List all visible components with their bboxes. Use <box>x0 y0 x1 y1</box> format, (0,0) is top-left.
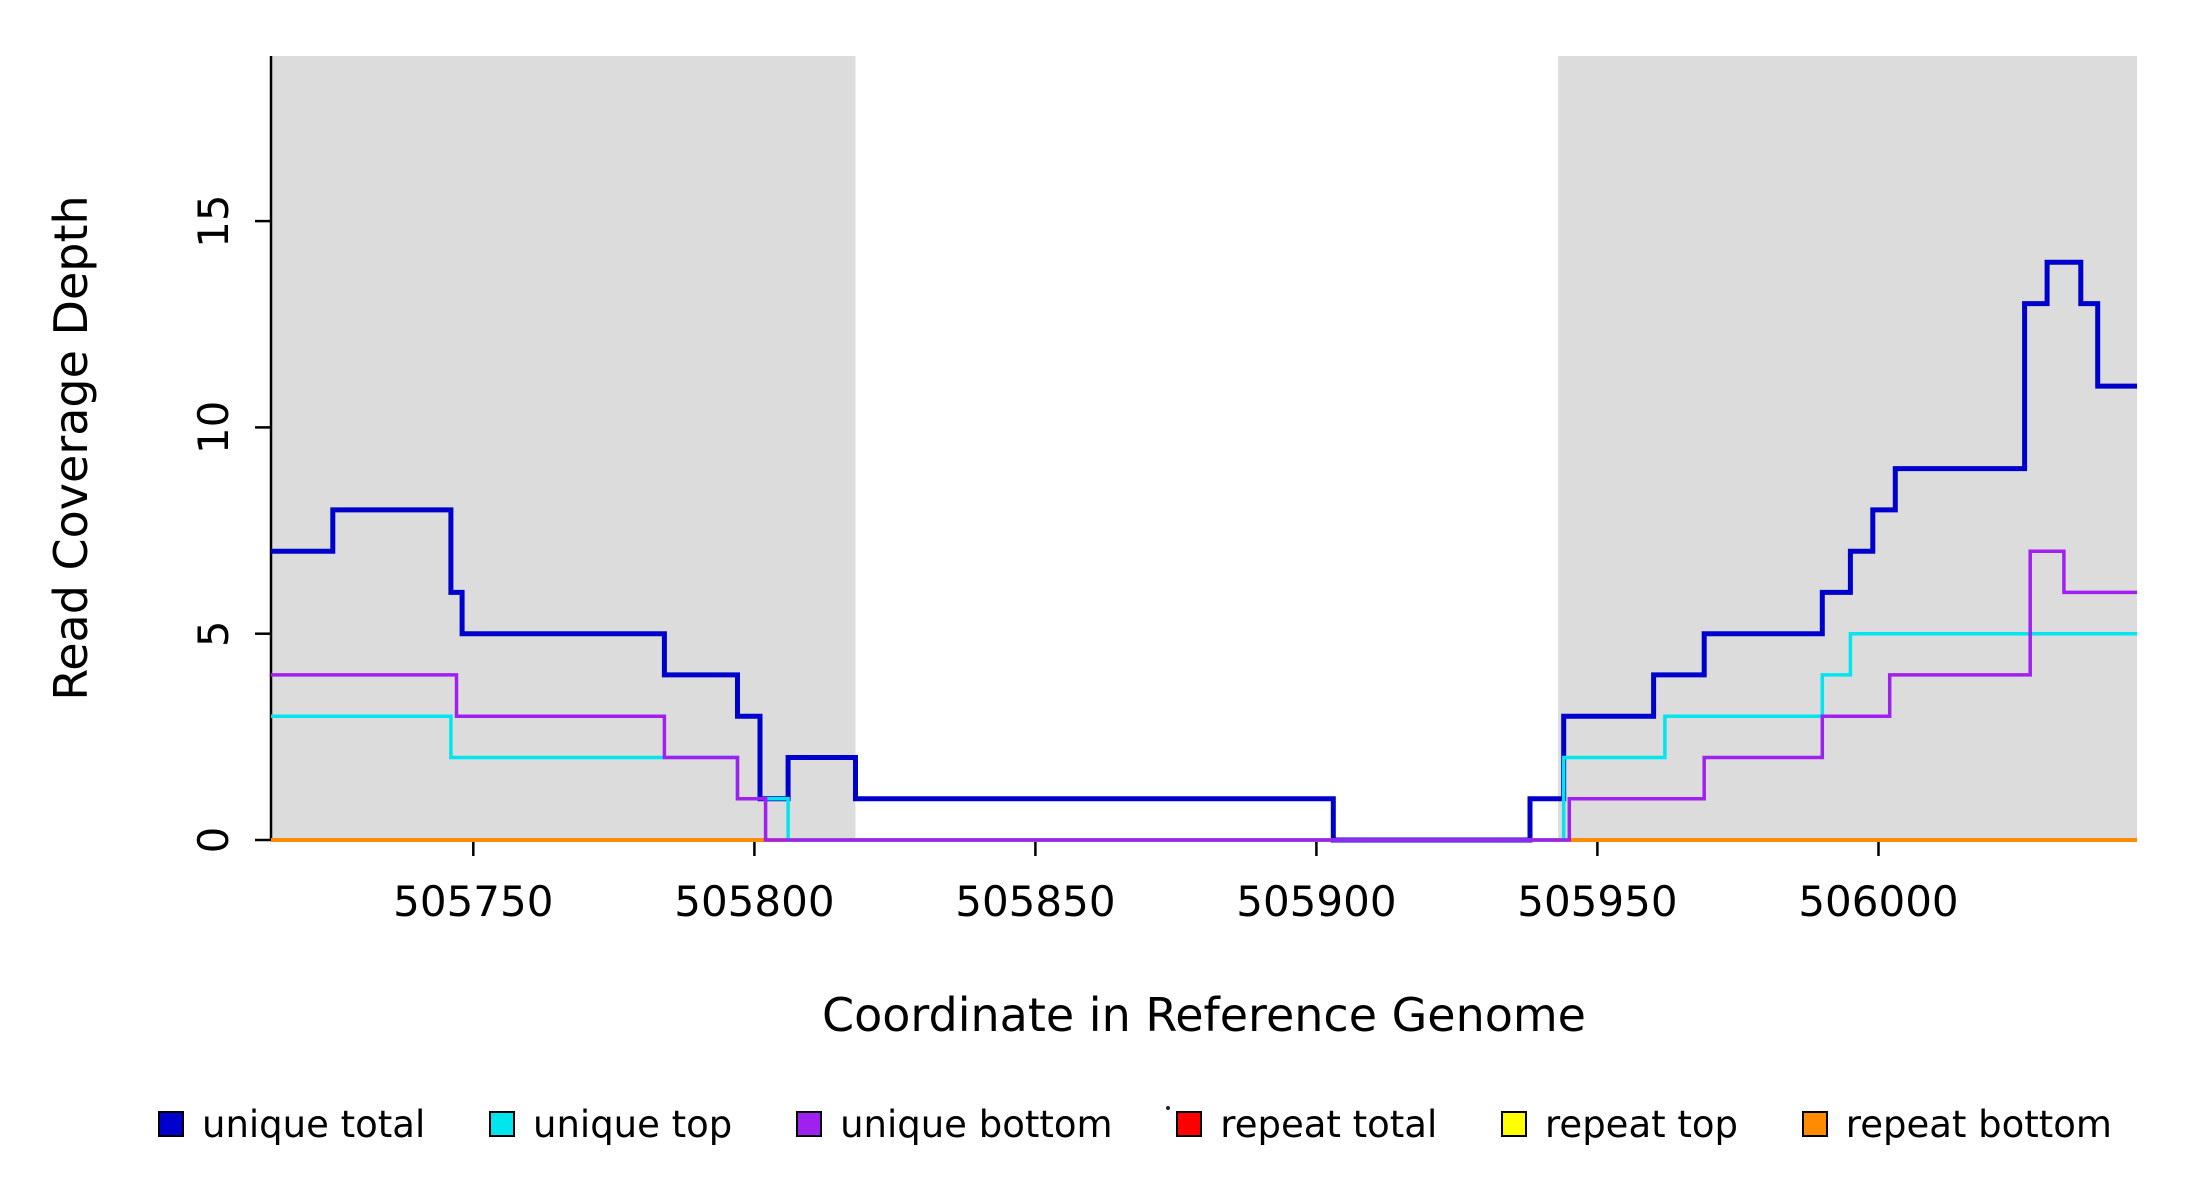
y-tick-label: 5 <box>189 620 238 647</box>
legend-swatch <box>796 1111 823 1137</box>
legend-label: repeat total <box>1220 1102 1438 1146</box>
legend-label: unique top <box>533 1102 733 1146</box>
legend-label: repeat top <box>1545 1102 1739 1146</box>
legend-swatch <box>489 1111 516 1137</box>
shaded-region <box>271 56 856 840</box>
y-axis-title: Read Coverage Depth <box>44 195 98 700</box>
legend-label: unique total <box>202 1102 426 1146</box>
legend-item-unique-total: unique total <box>158 1103 425 1146</box>
legend: unique total unique top unique bottom repea… <box>158 1098 2112 1150</box>
legend-item-unique-bottom: unique bottom <box>796 1102 1113 1146</box>
legend-label: repeat bottom <box>1845 1102 2112 1146</box>
shaded-region <box>1558 56 2137 840</box>
x-tick-label: 505800 <box>674 877 834 926</box>
legend-swatch <box>1176 1111 1203 1137</box>
legend-swatch <box>1801 1111 1828 1137</box>
x-tick-label: 506000 <box>1798 877 1958 926</box>
legend-item-repeat-top: repeat top <box>1501 1103 1738 1146</box>
plot-area: 505750 505800 505850 505900 505950 506000 0 5 10… <box>189 56 2137 926</box>
legend-item-repeat-bottom: repeat bottom <box>1801 1102 2112 1146</box>
series-line-unique-bottom <box>271 549 2137 842</box>
legend-swatch <box>1501 1111 1528 1137</box>
y-tick-label: 15 <box>189 194 238 247</box>
legend-item-unique-top: unique top <box>489 1103 732 1146</box>
legend-swatch <box>158 1111 184 1137</box>
coverage-plot: 505750 505800 505850 505900 505950 506000 0 5 10… <box>44 56 2137 1042</box>
x-tick-label: 505750 <box>393 877 553 926</box>
x-tick-label: 505850 <box>955 877 1115 926</box>
y-tick-label: 10 <box>189 401 238 454</box>
legend-item-repeat-total: repeat total <box>1176 1103 1437 1146</box>
x-tick-label: 505900 <box>1236 877 1396 926</box>
legend-label: unique bottom <box>840 1102 1113 1146</box>
x-tick-label: 505950 <box>1517 877 1677 926</box>
y-tick-label: 0 <box>189 827 238 854</box>
stray-dot <box>1166 1106 1170 1110</box>
series-line-unique-top <box>271 631 2137 842</box>
x-axis-title: Coordinate in Reference Genome <box>822 988 1586 1042</box>
